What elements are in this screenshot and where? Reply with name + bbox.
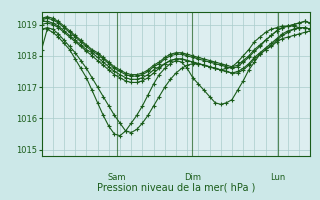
- Text: Sam: Sam: [108, 173, 126, 182]
- Text: Pression niveau de la mer( hPa ): Pression niveau de la mer( hPa ): [97, 182, 255, 192]
- Text: Lun: Lun: [270, 173, 286, 182]
- Text: Dim: Dim: [184, 173, 201, 182]
